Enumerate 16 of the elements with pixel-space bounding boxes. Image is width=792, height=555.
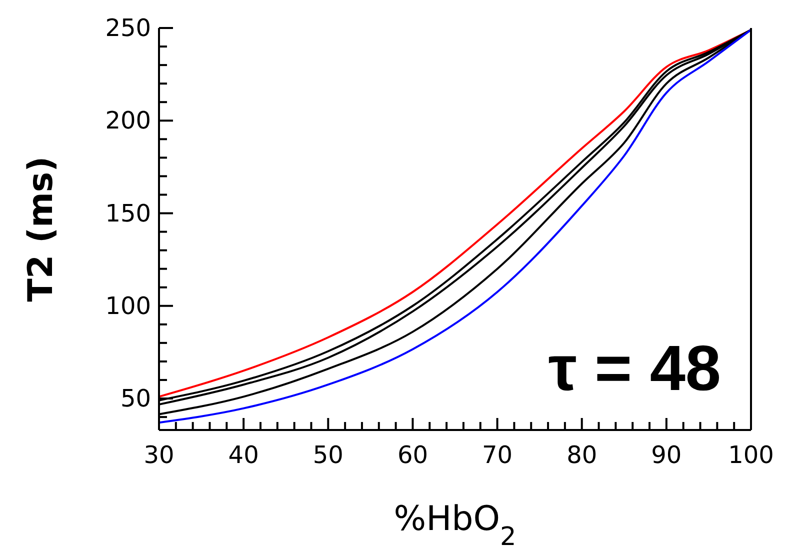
x-tick-label: 90 (651, 441, 682, 469)
annotation: τ = 48 (548, 332, 721, 404)
x-tick-label: 30 (144, 441, 174, 469)
x-tick-label: 100 (728, 441, 774, 469)
y-tick-label: 50 (120, 384, 151, 413)
y-tick-label: 100 (105, 292, 151, 320)
y-tick-label: 250 (105, 14, 151, 42)
x-axis-title: %HbO$_{2}$ (394, 499, 516, 552)
y-axis-title: T2 (ms) (21, 156, 61, 302)
x-tick-label: 80 (566, 441, 598, 469)
y-tick-label: 200 (105, 106, 151, 135)
x-tick-label: 50 (312, 441, 344, 469)
x-tick-label: 40 (228, 441, 259, 469)
x-tick-label: 60 (397, 441, 428, 469)
x-tick-label: 70 (482, 441, 513, 469)
y-tick-label: 150 (105, 199, 151, 228)
